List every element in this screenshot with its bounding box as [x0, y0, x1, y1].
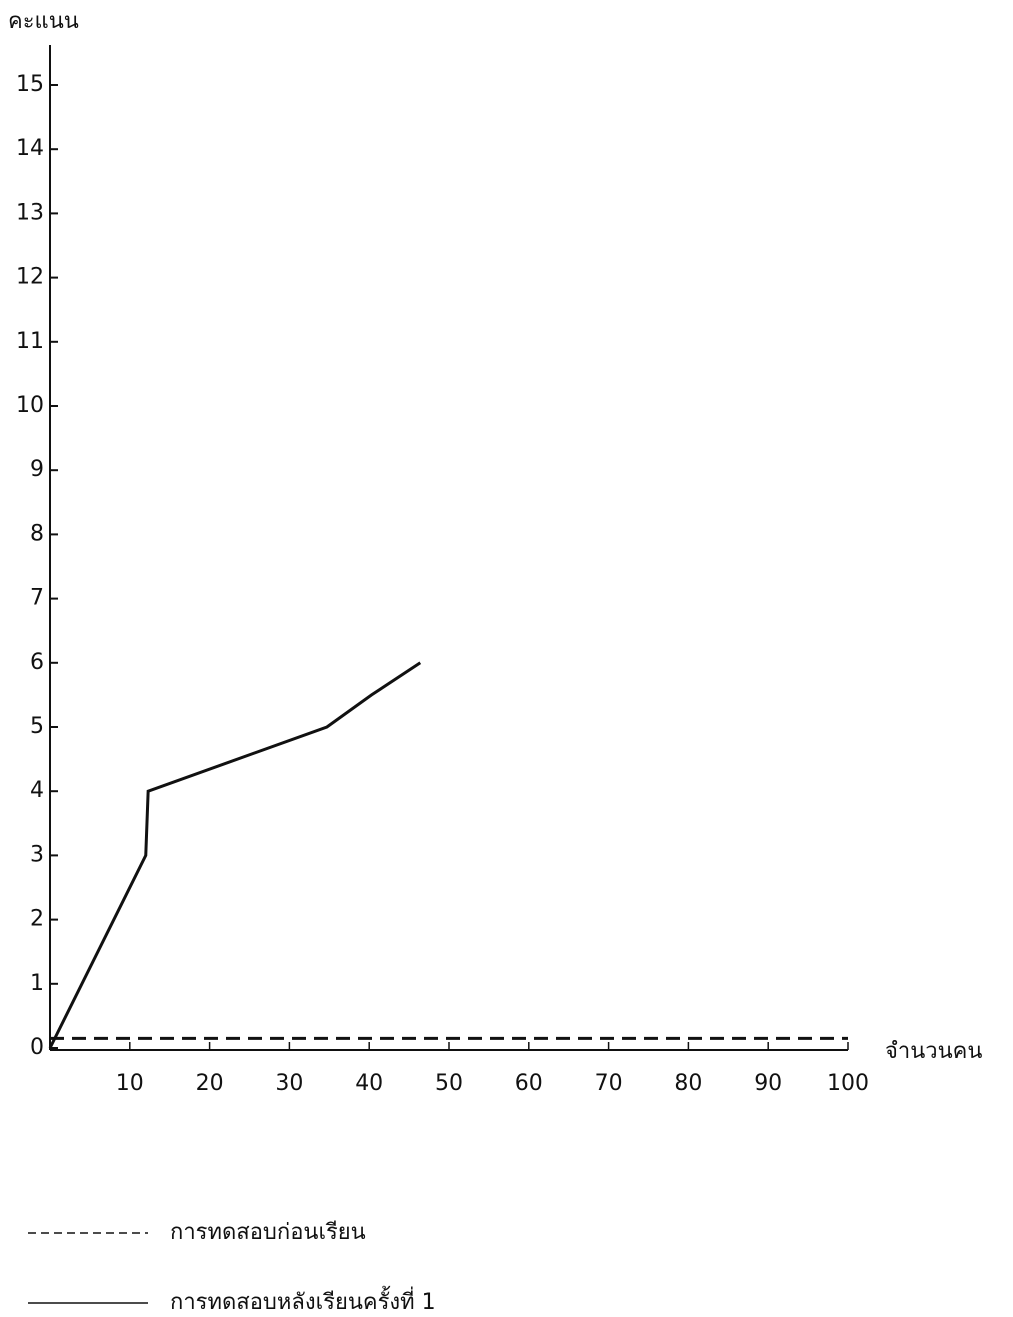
- y-tick-label: 11: [16, 329, 44, 354]
- x-tick-label: 60: [515, 1071, 543, 1096]
- x-tick-label: 20: [196, 1071, 224, 1096]
- x-tick-label: 80: [674, 1071, 702, 1096]
- y-tick-label: 12: [16, 265, 44, 290]
- x-tick-label: 10: [116, 1071, 144, 1096]
- y-tick-label: 7: [30, 586, 44, 611]
- x-tick-label: 50: [435, 1071, 463, 1096]
- x-tick-label: 40: [355, 1071, 383, 1096]
- y-tick-label: 4: [30, 778, 44, 803]
- legend-label: การทดสอบก่อนเรียน: [170, 1220, 366, 1245]
- series-line: [48, 661, 422, 1049]
- y-tick-label: 1: [30, 971, 44, 996]
- x-tick-label: 30: [275, 1071, 303, 1096]
- y-tick-label: 8: [30, 521, 44, 546]
- y-tick-label: 6: [30, 650, 44, 675]
- y-axis-label: คะแนน: [8, 9, 79, 34]
- y-tick-label: 3: [30, 842, 44, 867]
- y-tick-label: 5: [30, 714, 44, 739]
- y-tick-label: 0: [30, 1035, 44, 1060]
- y-tick-label: 9: [30, 457, 44, 482]
- y-tick-label: 2: [30, 907, 44, 932]
- x-tick-label: 90: [754, 1071, 782, 1096]
- y-tick-label: 10: [16, 393, 44, 418]
- x-tick-label: 100: [827, 1071, 869, 1096]
- y-tick-label: 14: [16, 136, 44, 161]
- y-tick-label: 15: [16, 72, 44, 97]
- x-axis-label: จำนวนคน: [885, 1039, 982, 1064]
- legend-label: การทดสอบหลังเรียนครั้งที่ 1: [170, 1286, 436, 1315]
- y-tick-label: 13: [16, 200, 44, 225]
- x-tick-label: 70: [595, 1071, 623, 1096]
